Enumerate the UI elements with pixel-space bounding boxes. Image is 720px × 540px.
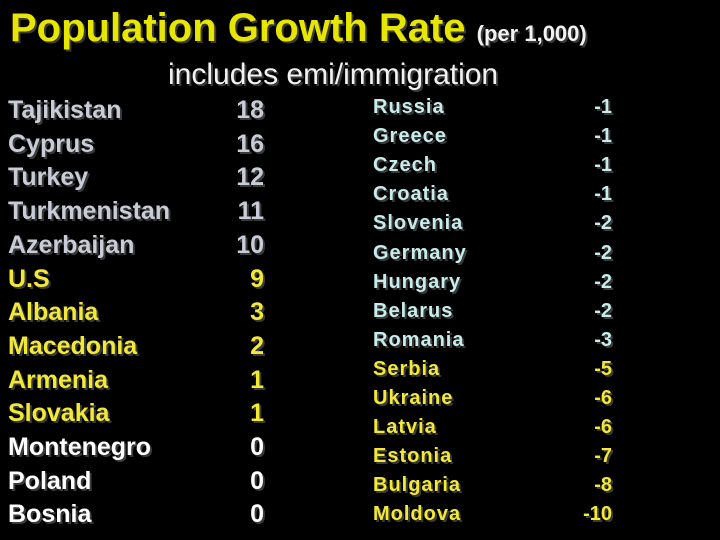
- growth-rate-value: -1: [594, 154, 612, 177]
- growth-rate-value: -1: [594, 125, 612, 148]
- country-name: Greece: [373, 125, 447, 148]
- growth-rate-value: 9: [250, 264, 264, 293]
- growth-rate-value: -2: [594, 299, 612, 322]
- growth-rate-value: -7: [594, 445, 612, 468]
- page-subtitle: includes emi/immigration: [168, 58, 499, 91]
- country-name: Romania: [373, 328, 465, 351]
- growth-rate-value: -2: [594, 241, 612, 264]
- page-title: Population Growth Rate (per 1,000): [10, 6, 587, 51]
- country-name: Poland: [8, 466, 92, 495]
- country-name: Czech: [373, 154, 437, 177]
- country-name: Tajikistan: [8, 96, 122, 124]
- country-name: Albania: [8, 298, 99, 327]
- growth-rate-value: 3: [250, 298, 264, 327]
- country-name: Turkmenistan: [8, 197, 171, 226]
- country-name: Moldova: [373, 503, 462, 526]
- country-name: Turkey: [8, 163, 89, 192]
- country-name: Russia: [373, 96, 445, 118]
- growth-rate-value: -8: [594, 474, 612, 497]
- country-name: Bulgaria: [373, 474, 462, 497]
- growth-rate-value: -1: [594, 183, 612, 206]
- country-name: Latvia: [373, 416, 437, 439]
- growth-rate-value: 0: [250, 433, 264, 461]
- title-text: Population Growth Rate: [10, 6, 466, 50]
- growth-rate-value: 11: [237, 197, 264, 226]
- country-name: Slovakia: [8, 399, 110, 428]
- growth-rate-value: -3: [594, 328, 612, 351]
- growth-rate-value: 10: [236, 230, 264, 259]
- country-name: Serbia: [373, 357, 441, 380]
- growth-rate-value: 12: [236, 163, 264, 192]
- country-name: Bosnia: [8, 500, 92, 529]
- growth-rate-value: 1: [250, 365, 264, 394]
- country-name: Slovenia: [373, 212, 464, 235]
- title-units-note: (per 1,000): [476, 21, 587, 46]
- growth-rate-value: -6: [594, 387, 612, 409]
- growth-rate-value: -6: [594, 416, 612, 439]
- growth-rate-value: -10: [583, 503, 612, 526]
- growth-rate-value: -2: [594, 212, 612, 235]
- growth-rate-value: 0: [250, 466, 264, 495]
- country-name: U.S: [8, 264, 50, 293]
- country-name: Ukraine: [373, 387, 454, 409]
- country-name: Montenegro: [8, 433, 152, 461]
- growth-rate-value: 0: [250, 500, 264, 529]
- growth-rate-value: 18: [236, 96, 264, 124]
- growth-rate-value: -2: [594, 270, 612, 293]
- country-name: Belarus: [373, 299, 454, 322]
- country-name: Estonia: [373, 445, 453, 468]
- growth-rate-value: 1: [250, 399, 264, 428]
- country-name: Germany: [373, 241, 467, 264]
- country-name: Azerbaijan: [8, 230, 135, 259]
- growth-rate-value: 16: [236, 129, 264, 158]
- country-name: Cyprus: [8, 129, 95, 158]
- country-name: Hungary: [373, 270, 462, 293]
- country-name: Croatia: [373, 183, 449, 206]
- growth-rate-value: -5: [594, 357, 612, 380]
- country-name: Armenia: [8, 365, 109, 394]
- growth-rate-value: -1: [594, 96, 612, 118]
- growth-rate-value: 2: [250, 331, 264, 360]
- country-name: Macedonia: [8, 331, 138, 360]
